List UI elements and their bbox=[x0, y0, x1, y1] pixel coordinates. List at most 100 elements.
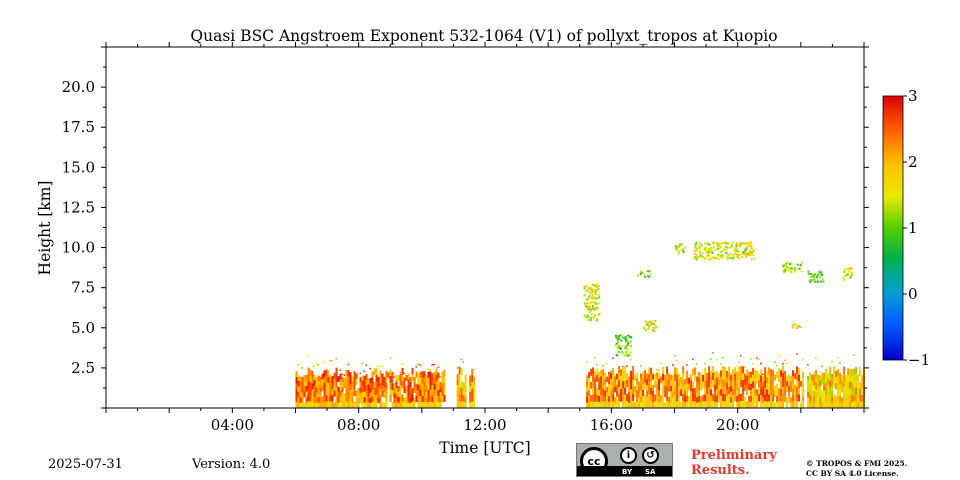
date-label: 2025-07-31 bbox=[48, 457, 123, 472]
heatmap-cell bbox=[630, 358, 632, 361]
heatmap-cell bbox=[321, 402, 324, 409]
heatmap-cell bbox=[595, 305, 598, 308]
heatmap-cell bbox=[307, 394, 310, 402]
heatmap-cell bbox=[662, 387, 665, 395]
copyright-line1: © TROPOS & FMI 2025. bbox=[806, 459, 908, 468]
heatmap-cell bbox=[758, 394, 761, 402]
x-tick-label: 08:00 bbox=[337, 416, 380, 434]
heatmap-cell bbox=[782, 263, 785, 266]
heatmap-cell bbox=[379, 401, 382, 409]
heatmap-cell bbox=[462, 395, 465, 402]
heatmap-cell bbox=[796, 380, 799, 388]
heatmap-cell bbox=[595, 286, 598, 289]
heatmap-cell bbox=[702, 401, 705, 409]
heatmap-cell bbox=[750, 241, 753, 244]
heatmap-cell bbox=[644, 382, 647, 390]
heatmap-cell bbox=[413, 382, 416, 388]
heatmap-cell bbox=[734, 380, 737, 388]
heatmap-cell bbox=[415, 366, 417, 368]
heatmap-cell bbox=[431, 379, 434, 386]
heatmap-cell bbox=[621, 344, 624, 347]
heatmap-cell bbox=[741, 256, 743, 259]
heatmap-cell bbox=[728, 380, 731, 388]
heatmap-cell bbox=[809, 396, 812, 403]
heatmap-cell bbox=[817, 375, 820, 381]
heatmap-cell bbox=[590, 309, 593, 312]
heatmap-cell bbox=[429, 401, 432, 409]
heatmap-cell bbox=[809, 390, 812, 397]
heatmap-cell bbox=[704, 257, 707, 260]
heatmap-cell bbox=[369, 387, 372, 394]
heatmap-cell bbox=[347, 370, 350, 377]
heatmap-cell bbox=[423, 401, 426, 409]
heatmap-cell bbox=[790, 267, 793, 269]
heatmap-cell bbox=[712, 380, 715, 388]
heatmap-cell bbox=[696, 381, 699, 388]
heatmap-cell bbox=[647, 327, 650, 330]
heatmap-cell bbox=[762, 376, 765, 382]
heatmap-cell bbox=[839, 402, 842, 409]
heatmap-cell bbox=[594, 293, 597, 296]
heatmap-cell bbox=[809, 378, 812, 385]
heatmap-cell bbox=[664, 391, 667, 398]
heatmap-cell bbox=[784, 377, 787, 384]
heatmap-cell bbox=[713, 256, 716, 259]
heatmap-cell bbox=[847, 394, 850, 402]
heatmap-cell bbox=[317, 364, 319, 366]
heatmap-cell bbox=[309, 382, 312, 389]
heatmap-cell bbox=[391, 402, 394, 409]
heatmap-cell bbox=[642, 384, 645, 391]
heatmap-cell bbox=[592, 394, 595, 402]
heatmap-cell bbox=[674, 367, 677, 375]
heatmap-cell bbox=[802, 395, 805, 403]
heatmap-cell bbox=[809, 384, 812, 391]
y-axis-ticks: 2.55.07.510.012.515.017.520.0 bbox=[62, 46, 869, 409]
heatmap-cell bbox=[666, 394, 669, 402]
heatmap-cell bbox=[706, 242, 709, 245]
heatmap-cell bbox=[583, 287, 586, 290]
heatmap-cell bbox=[780, 370, 783, 377]
heatmap-cell bbox=[742, 394, 745, 402]
heatmap-cell bbox=[375, 368, 378, 376]
heatmap-cell bbox=[796, 327, 798, 330]
heatmap-cell bbox=[722, 387, 725, 395]
heatmap-cell bbox=[698, 395, 701, 403]
heatmap-cell bbox=[701, 256, 704, 259]
heatmap-cell bbox=[736, 395, 739, 403]
heatmap-cell bbox=[586, 402, 589, 409]
heatmap-cell bbox=[794, 373, 797, 380]
heatmap-cell bbox=[331, 359, 333, 362]
heatmap-cell bbox=[760, 375, 763, 383]
heatmap-cell bbox=[407, 373, 410, 380]
heatmap-cell bbox=[654, 327, 657, 330]
heatmap-cell bbox=[797, 325, 800, 328]
heatmap-cell bbox=[853, 381, 856, 389]
heatmap-cell bbox=[802, 377, 805, 384]
heatmap-cell bbox=[724, 401, 727, 409]
heatmap-cell bbox=[743, 242, 746, 245]
heatmap-cell bbox=[748, 383, 751, 391]
heatmap-cell bbox=[724, 394, 727, 402]
heatmap-cell bbox=[658, 390, 661, 397]
heatmap-cell bbox=[630, 336, 633, 339]
heatmap-cell bbox=[443, 382, 446, 389]
heatmap-cell bbox=[327, 401, 330, 409]
heatmap-cell bbox=[377, 397, 380, 404]
heatmap-cell bbox=[658, 396, 661, 403]
heatmap-cell bbox=[813, 276, 816, 279]
heatmap-cell bbox=[608, 372, 610, 374]
heatmap-cell bbox=[656, 378, 659, 385]
heatmap-cell bbox=[670, 380, 673, 387]
heatmap-cell bbox=[855, 373, 858, 381]
heatmap-cell bbox=[598, 377, 601, 385]
heatmap-cell bbox=[331, 388, 334, 396]
heatmap-cell bbox=[626, 401, 629, 409]
heatmap-cell bbox=[756, 401, 759, 409]
chart-title: Quasi BSC Angstroem Exponent 532-1064 (V… bbox=[190, 27, 777, 45]
heatmap-cell bbox=[693, 256, 696, 259]
heatmap-cell bbox=[716, 377, 719, 384]
heatmap-cell bbox=[305, 380, 308, 387]
heatmap-cell bbox=[816, 274, 819, 277]
heatmap-cell bbox=[361, 375, 364, 382]
heatmap-cell bbox=[462, 361, 465, 363]
